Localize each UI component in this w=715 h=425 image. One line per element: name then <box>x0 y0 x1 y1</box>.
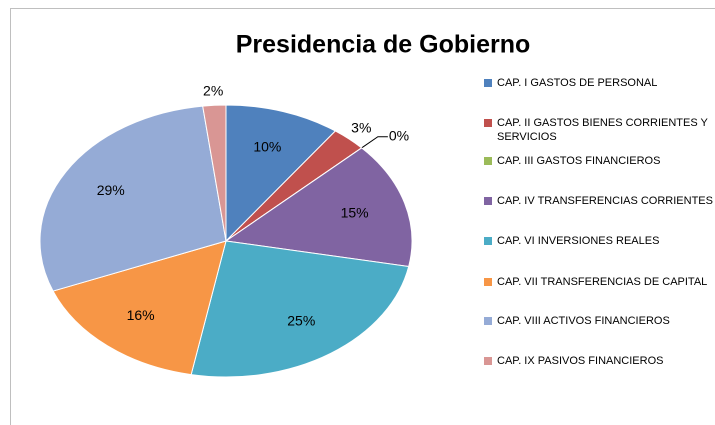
pie-slice <box>190 240 410 378</box>
data-label: 29% <box>97 182 125 198</box>
legend-item: CAP. VIII ACTIVOS FINANCIEROS <box>484 314 714 328</box>
legend-item: CAP. VII TRANSFERENCIAS DE CAPITAL <box>484 275 714 289</box>
legend-label: CAP. IX PASIVOS FINANCIEROS <box>497 355 664 367</box>
legend-item: CAP. I GASTOS DE PERSONAL <box>484 76 714 90</box>
legend-swatch <box>484 79 492 87</box>
legend-item: CAP. VI INVERSIONES REALES <box>484 234 714 248</box>
legend-label: CAP. III GASTOS FINANCIEROS <box>497 155 661 167</box>
legend-swatch <box>484 357 492 365</box>
data-label: 3% <box>351 119 371 135</box>
pie-slice <box>202 104 227 242</box>
legend-item: CAP. III GASTOS FINANCIEROS <box>484 154 714 168</box>
data-label: 15% <box>341 204 369 220</box>
legend-item: CAP. IX PASIVOS FINANCIEROS <box>484 354 714 368</box>
leader-line <box>361 136 388 149</box>
legend-swatch <box>484 237 492 245</box>
data-label: 10% <box>253 139 281 155</box>
legend-label: CAP. II GASTOS BIENES CORRIENTES Y SERVI… <box>497 117 708 143</box>
legend-swatch <box>484 157 492 165</box>
frame <box>10 8 715 425</box>
legend-item: CAP. II GASTOS BIENES CORRIENTES Y SERVI… <box>484 116 714 144</box>
legend-label: CAP. VII TRANSFERENCIAS DE CAPITAL <box>497 276 708 288</box>
legend-label: CAP. IV TRANSFERENCIAS CORRIENTES <box>497 195 713 207</box>
data-label: 0% <box>389 127 409 143</box>
legend-label: CAP. VI INVERSIONES REALES <box>497 235 660 247</box>
legend-swatch <box>484 278 492 286</box>
data-label: 16% <box>127 307 155 323</box>
pie-slice <box>224 147 413 268</box>
pie-slice <box>52 240 227 376</box>
data-label: 2% <box>203 82 223 98</box>
legend-swatch <box>484 317 492 325</box>
legend-swatch <box>484 197 492 205</box>
legend-item: CAP. IV TRANSFERENCIAS CORRIENTES <box>484 194 714 208</box>
pie-slice <box>39 105 227 292</box>
legend-label: CAP. VIII ACTIVOS FINANCIEROS <box>497 315 670 327</box>
chart-title: Presidencia de Gobierno <box>236 31 531 59</box>
legend-swatch <box>484 119 492 127</box>
data-label: 25% <box>287 313 315 329</box>
legend-label: CAP. I GASTOS DE PERSONAL <box>497 77 658 89</box>
pie-slice <box>225 104 337 243</box>
